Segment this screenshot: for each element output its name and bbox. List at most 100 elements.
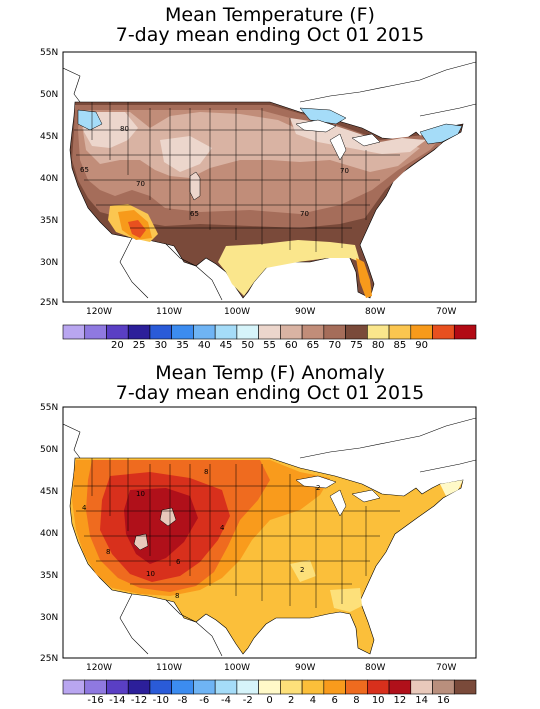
colorbar-swatch [388, 679, 412, 695]
map2-mexico-outline [119, 593, 223, 657]
colorbar-label: 55 [263, 340, 276, 351]
map1-band-90-sw [128, 220, 146, 238]
colorbar-swatch [84, 324, 107, 340]
colorbar-swatch [214, 324, 238, 340]
map2-lon-label: 80W [365, 663, 385, 673]
colorbar-label: 85 [394, 340, 407, 351]
map1-state-lines [74, 102, 400, 252]
colorbar-swatch [127, 324, 151, 340]
map2-band-4b [290, 560, 316, 582]
colorbar-swatch [453, 679, 477, 695]
colorbar-label: -4 [221, 695, 231, 706]
map2-lon-axis: 120W 110W 100W 90W 80W 70W [86, 663, 456, 673]
map1-great-lakes [295, 119, 381, 161]
map1-contour-labels: 80 70 65 70 65 70 [80, 125, 349, 218]
colorbar-swatch [127, 679, 151, 695]
map2-contour-label: 2 [300, 566, 304, 574]
colorbar-label: 25 [133, 340, 146, 351]
map2-contour-label: 6 [176, 558, 181, 566]
map2-lon-label: 100W [224, 663, 250, 673]
colorbar-swatch [323, 679, 346, 695]
colorbar-label: 75 [350, 340, 363, 351]
colorbar-label: 6 [332, 695, 338, 706]
colorbar-label: 65 [307, 340, 320, 351]
map1-lon-axis: 120W 110W 100W 90W 80W 70W [86, 307, 456, 317]
colorbar-swatch [280, 324, 303, 340]
map2-title-line2: 7-day mean ending Oct 01 2015 [115, 382, 425, 404]
colorbar-swatch [62, 324, 86, 340]
map1-lon-label: 110W [156, 307, 182, 317]
colorbar-swatch [84, 679, 107, 695]
colorbar-label: 4 [310, 695, 316, 706]
map2-lat-label: 45N [40, 487, 58, 497]
map2-title: Mean Temp (F) Anomaly 7-day mean ending … [0, 363, 540, 403]
map2-contour-label: 4 [220, 524, 225, 532]
colorbar-label: 35 [176, 340, 189, 351]
map1-title-line1: Mean Temperature (F) [165, 4, 375, 26]
colorbar-label: 2 [288, 695, 294, 706]
map2-panel: 8 10 8 4 6 8 10 2 2 4 55N 50N 45N 40N 35… [40, 403, 477, 706]
map1-pocket-2 [299, 107, 347, 125]
colorbar-label: 70 [328, 340, 341, 351]
map2-contour-label: 8 [106, 548, 110, 556]
map2-band-14-dot-b [133, 533, 149, 551]
map1-pocket-3 [419, 123, 463, 145]
colorbar-swatch [258, 679, 281, 695]
map1-title-line2: 7-day mean ending Oct 01 2015 [115, 24, 425, 46]
map2-title-line1: Mean Temp (F) Anomaly [155, 362, 385, 384]
colorbar-swatch [410, 679, 433, 695]
map1-lon-label: 100W [224, 307, 250, 317]
map1-mexico-outline [119, 237, 223, 301]
map2-lon-label: 90W [295, 663, 315, 673]
map2-contour-label: 4 [82, 504, 87, 512]
map2-contour-labels: 8 10 8 4 6 8 10 2 2 4 [82, 468, 320, 600]
colorbar-swatch [214, 679, 238, 695]
map1-colorbar: 20 25 30 35 40 45 50 55 60 65 70 75 80 85 90 [62, 324, 477, 351]
map2-contour-label: 2 [316, 484, 320, 492]
colorbar-swatch [236, 324, 259, 340]
colorbar-swatch [432, 679, 455, 695]
colorbar-swatch [301, 324, 325, 340]
colorbar-swatch [301, 679, 325, 695]
map1-contour-label: 70 [340, 167, 349, 175]
map2-contour-label: 10 [136, 490, 145, 498]
map1-lon-label: 90W [295, 307, 315, 317]
map2-lat-label: 35N [40, 571, 58, 581]
map1-lat-label: 55N [40, 48, 58, 58]
map1-lat-label: 25N [40, 298, 58, 308]
map2-frame [62, 406, 477, 659]
map2-lat-label: 50N [40, 445, 58, 455]
colorbar-swatch [453, 324, 477, 340]
colorbar-label: -16 [87, 695, 103, 706]
map1-canada-outline [63, 61, 476, 117]
map1-frame [62, 51, 477, 303]
colorbar-swatch [62, 679, 86, 695]
map1-panel: 80 70 65 70 65 70 55N 50N 45N 40N 35N 30… [40, 48, 477, 351]
map1-contour-label: 65 [80, 166, 89, 174]
colorbar-label: 0 [266, 695, 272, 706]
colorbar-label: -14 [109, 695, 125, 706]
map2-lat-axis: 55N 50N 45N 40N 35N 30N 25N [40, 403, 58, 664]
map1-field [63, 52, 476, 302]
map2-lat-label: 55N [40, 403, 58, 413]
colorbar-swatch [410, 324, 433, 340]
colorbar-swatch [367, 679, 390, 695]
map1-band-55-c [160, 136, 212, 172]
map2-field [63, 407, 476, 658]
map1-lat-label: 35N [40, 216, 58, 226]
colorbar-label: 45 [220, 340, 233, 351]
map1-band-85-fl [356, 258, 372, 298]
map2-contour-label: 8 [204, 468, 208, 476]
colorbar-swatch [171, 679, 194, 695]
colorbar-swatch [236, 679, 259, 695]
colorbar-swatch [193, 679, 216, 695]
colorbar-label: 20 [111, 340, 124, 351]
colorbar-label: 10 [372, 695, 385, 706]
map2-band-14-dot [159, 507, 177, 527]
colorbar-label: 50 [241, 340, 254, 351]
map1-lat-label: 50N [40, 90, 58, 100]
colorbar-label: 30 [154, 340, 167, 351]
map2-colorbar: -16 -14 -12 -10 -8 -6 -4 -2 0 2 4 6 8 10 12 14 16 [62, 679, 477, 706]
map2-state-lines [74, 458, 400, 608]
map1-band-80 [218, 240, 360, 296]
